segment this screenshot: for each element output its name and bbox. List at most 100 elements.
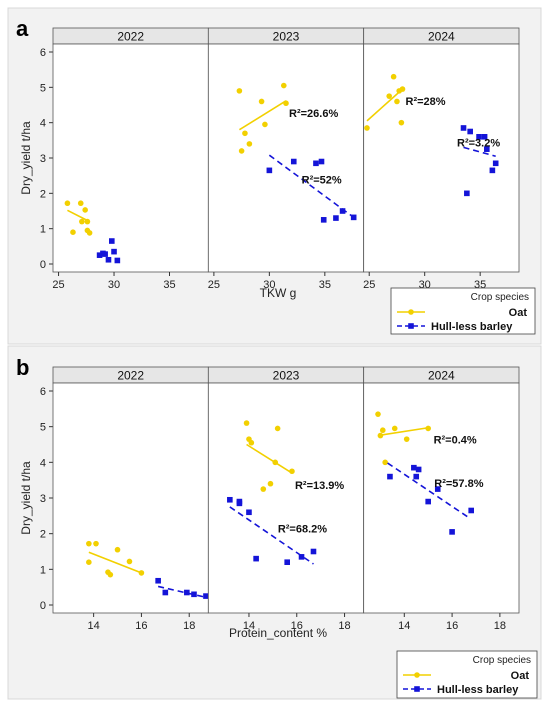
legend-label: Oat: [509, 307, 528, 319]
oat-point: [77, 200, 84, 207]
oat-point: [262, 121, 268, 128]
barley-point: [236, 500, 243, 507]
barley-point: [266, 167, 273, 174]
x-tick-label: 16: [446, 620, 458, 632]
facet-plot-area: [363, 382, 520, 614]
y-tick-label: 2: [40, 188, 46, 200]
oat-point: [386, 93, 392, 99]
oat-point: [82, 207, 88, 213]
oat-fit-line: [238, 100, 287, 131]
barley-point: [415, 466, 422, 473]
x-tick-label: 35: [163, 279, 175, 291]
barley-series: R²=68.2%: [227, 496, 327, 565]
facet-year-label: 2023: [273, 369, 300, 383]
oat-point: [70, 229, 76, 235]
y-tick-label: 0: [40, 259, 46, 271]
barley-point: [350, 214, 357, 221]
x-tick-label: 30: [263, 279, 275, 291]
x-tick-label: 25: [363, 279, 375, 291]
barley-point: [318, 158, 325, 165]
barley-point: [203, 593, 209, 599]
oat-point: [107, 571, 114, 578]
barley-r2-label: R²=68.2%: [278, 523, 327, 535]
legend: Crop species Oat Hull-less barley: [390, 287, 536, 335]
oat-point: [64, 200, 71, 207]
barley-fit-line: [387, 462, 470, 519]
oat-point: [86, 559, 92, 565]
facet-2022: 2022 25 30 35: [52, 27, 209, 291]
legend: Crop species Oat Hull-less barley: [396, 650, 538, 699]
oat-point: [114, 546, 121, 553]
oat-point: [126, 558, 133, 565]
barley-r2-label: R²=57.8%: [434, 478, 483, 490]
x-tick-label: 14: [243, 620, 255, 632]
facet-year-label: 2024: [428, 30, 455, 44]
barley-point: [467, 128, 473, 135]
facet-year-label: 2023: [273, 30, 300, 44]
oat-series: R²=26.6%: [236, 82, 338, 154]
barley-point: [105, 256, 112, 263]
barley-point: [464, 190, 470, 197]
y-tick-label: 4: [40, 118, 46, 130]
oat-point: [377, 432, 384, 439]
oat-point: [283, 100, 289, 107]
oat-point: [84, 218, 91, 225]
barley-point: [449, 529, 455, 535]
oat-series: R²=13.9%: [243, 420, 344, 492]
oat-point: [394, 98, 400, 105]
facet-year-label: 2024: [428, 369, 455, 383]
y-tick-label: 6: [40, 47, 46, 59]
barley-point: [114, 257, 121, 264]
barley-point: [96, 252, 103, 258]
y-axis-label: Dry_yield t/ha: [19, 461, 33, 535]
oat-point: [391, 425, 398, 432]
facet-plot-area: [52, 43, 209, 273]
x-tick-label: 25: [52, 279, 64, 291]
legend-marker-barley: [414, 686, 420, 692]
facet-2023: 2023 14 16 18 R²=13.9% R²=68.2%: [207, 366, 365, 632]
barley-point: [320, 217, 327, 223]
oat-r2-label: R²=13.9%: [295, 480, 344, 492]
facet-year-label: 2022: [117, 30, 144, 44]
y-tick-label: 6: [40, 386, 46, 398]
barley-series: [155, 577, 209, 599]
barley-point: [484, 146, 490, 152]
oat-point: [79, 218, 85, 225]
barley-series: R²=52%: [266, 154, 357, 223]
barley-point: [489, 167, 496, 174]
x-axis-label: TKW g: [260, 286, 297, 300]
barley-point: [102, 251, 108, 257]
barley-point: [162, 589, 169, 596]
barley-r2-label: R²=52%: [302, 174, 342, 186]
x-tick-label: 25: [208, 279, 220, 291]
oat-point: [86, 230, 93, 236]
facet-plot-area: [363, 43, 520, 273]
legend-label: Hull-less barley: [431, 321, 513, 333]
panel-letter: b: [16, 355, 29, 380]
facet-2023: 2023 25 30 35 R²=26.6% R²=52%: [207, 27, 365, 291]
oat-point: [375, 411, 381, 417]
oat-r2-label: R²=0.4%: [434, 434, 477, 446]
barley-point: [460, 125, 467, 131]
y-tick-label: 3: [40, 153, 46, 165]
oat-point: [260, 486, 267, 492]
barley-point: [111, 248, 117, 255]
barley-series: R²=57.8%: [387, 462, 484, 535]
barley-point: [425, 498, 431, 505]
oat-fit-line: [366, 88, 404, 122]
barley-point: [411, 464, 417, 471]
barley-point: [468, 507, 475, 514]
oat-fit-line: [377, 426, 431, 437]
x-tick-label: 35: [319, 279, 331, 291]
oat-series: R²=0.4%: [375, 411, 477, 466]
facet-2024: 2024 14 16 18 R²=0.4% R²=57.8%: [363, 366, 520, 632]
legend-marker-barley: [408, 323, 414, 329]
facet-plot-area: [207, 43, 365, 273]
barley-point: [387, 473, 393, 480]
oat-fit-line: [246, 443, 293, 474]
y-tick-label: 4: [40, 457, 46, 469]
barley-point: [253, 555, 259, 562]
x-tick-label: 18: [494, 620, 506, 632]
